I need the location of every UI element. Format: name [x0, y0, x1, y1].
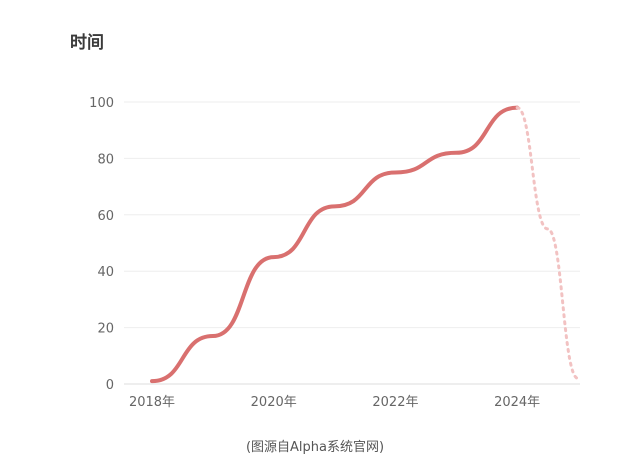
line-chart: 0 20 40 60 80 100 2018年 2020年 2022年 2024年: [89, 96, 580, 410]
y-tick-label: 80: [97, 152, 114, 167]
x-axis-ticks: 2018年 2020年 2022年 2024年: [129, 395, 540, 410]
x-tick-label: 2022年: [372, 395, 418, 410]
y-axis-ticks: 0 20 40 60 80 100: [89, 96, 114, 393]
y-tick-label: 100: [89, 96, 114, 111]
y-tick-label: 40: [97, 265, 114, 280]
projection-series-line: [515, 106, 580, 380]
y-tick-label: 60: [97, 209, 114, 224]
x-tick-label: 2018年: [129, 395, 175, 410]
x-tick-label: 2024年: [494, 395, 540, 410]
image-source-caption: (图源自Alpha系统官网): [245, 440, 385, 455]
x-tick-label: 2020年: [251, 395, 297, 410]
series-group: [150, 105, 580, 384]
y-tick-label: 20: [97, 322, 114, 337]
main-series-line: [150, 105, 520, 384]
chart-title: 时间: [70, 33, 104, 53]
grid-lines: [124, 101, 580, 385]
y-tick-label: 0: [106, 378, 114, 393]
